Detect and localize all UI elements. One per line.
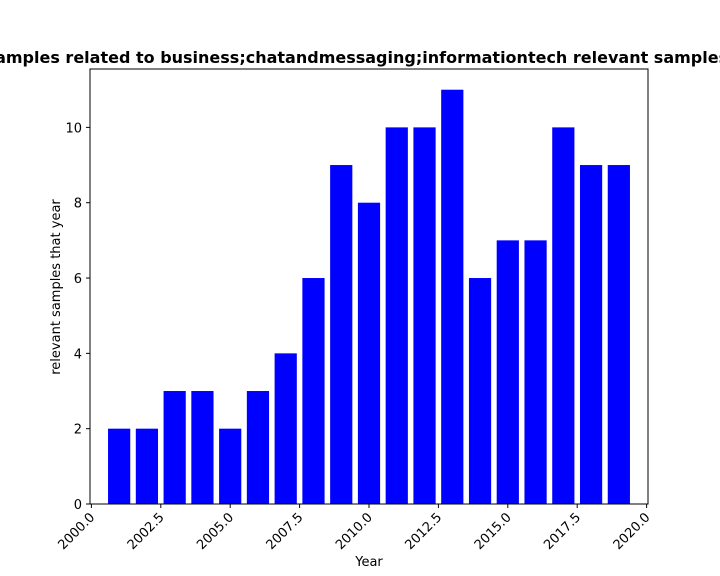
- y-tick-label: 6: [74, 272, 82, 287]
- bar-2018: [579, 165, 603, 505]
- x-tick-label: 2007.5: [264, 510, 307, 553]
- y-axis-label: relevant samples that year: [49, 199, 64, 375]
- x-axis-ticks: 2000.0 2002.5 2005.0 2007.5 2010.0 2012.5 2015…: [55, 504, 653, 553]
- y-tick-label: 10: [65, 121, 82, 136]
- y-tick-label: 2: [74, 423, 82, 438]
- x-axis-label: Year: [354, 555, 383, 570]
- x-tick-label: 2017.5: [541, 510, 584, 553]
- bar-2010: [357, 202, 381, 504]
- x-tick-label: 2012.5: [402, 510, 445, 553]
- plot-frame: [89, 68, 649, 505]
- y-axis-ticks: 0 2 4 6 8 10: [65, 121, 90, 513]
- x-tick-label: 2010.0: [333, 510, 376, 553]
- x-tick-label: 2015.0: [472, 510, 515, 553]
- x-tick-label: 2002.5: [125, 510, 168, 553]
- y-tick-label: 0: [74, 498, 82, 513]
- bar-2012: [413, 127, 436, 505]
- bar-2005: [219, 428, 242, 504]
- x-tick-label: 2005.0: [194, 510, 237, 553]
- chart-title: Count of samples related to business;cha…: [0, 48, 720, 67]
- bar-2017: [552, 127, 575, 505]
- bar-2016: [524, 240, 547, 504]
- x-tick-label: 2000.0: [55, 510, 98, 553]
- bar-2002: [135, 428, 159, 504]
- bar-2004: [191, 391, 214, 504]
- bar-2019: [607, 165, 630, 505]
- bar-2011: [385, 127, 408, 505]
- y-tick-label: 4: [74, 347, 82, 362]
- bar-2003: [163, 391, 186, 504]
- x-tick-label: 2020.0: [611, 510, 654, 553]
- bar-2009: [330, 165, 353, 505]
- bar-2008: [302, 278, 325, 504]
- bar-2014: [468, 278, 492, 504]
- bar-2001: [108, 428, 131, 504]
- bars-group: [108, 89, 630, 505]
- bar-2006: [246, 391, 270, 504]
- bar-2015: [496, 240, 519, 504]
- y-tick-label: 8: [74, 197, 82, 212]
- bar-2007: [274, 353, 297, 504]
- bar-2013: [441, 89, 464, 504]
